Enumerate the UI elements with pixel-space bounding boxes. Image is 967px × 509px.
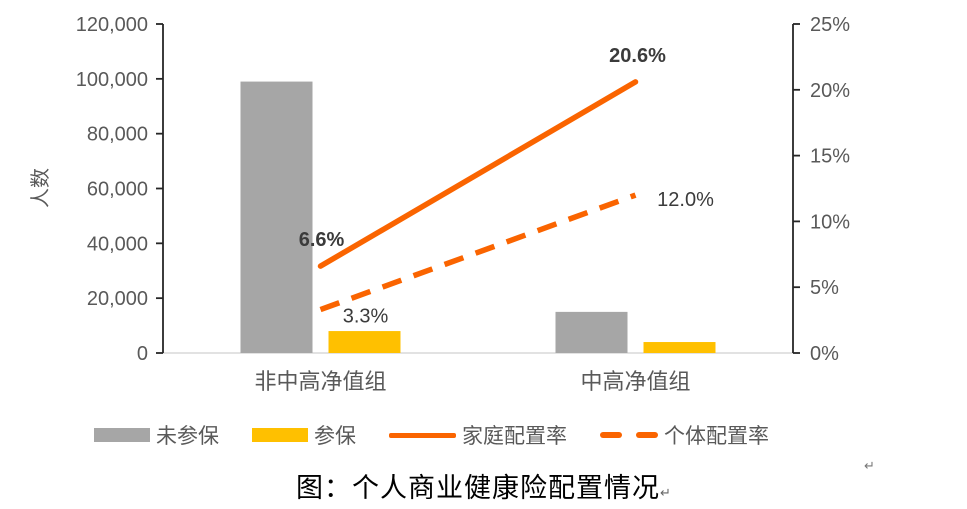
right-axis-tick-label: 20%: [810, 80, 850, 102]
left-axis-title: 人数: [29, 168, 52, 208]
legend-label: 未参保: [156, 425, 219, 448]
figure-caption-text: 图：个人商业健康险配置情况: [296, 473, 661, 503]
legend-item-未参保: 未参保: [94, 420, 219, 450]
data-label-家庭配置率-2: 20.6%: [609, 45, 666, 67]
legend-swatch-solid-line: [389, 432, 456, 438]
left-axis-tick-label: 0: [137, 343, 148, 365]
x-axis-category-label: 中高净值组: [580, 369, 690, 394]
paragraph-mark-icon: ↵: [660, 485, 671, 500]
legend-label: 个体配置率: [664, 425, 769, 448]
left-axis-tick-label: 80,000: [87, 124, 148, 146]
left-axis-tick-label: 20,000: [87, 288, 148, 310]
bar-未参保-2: [555, 311, 628, 353]
right-axis-tick-label: 25%: [810, 14, 850, 36]
bar-未参保-1: [240, 81, 313, 353]
legend-item-个体配置率: 个体配置率: [600, 420, 769, 450]
data-label-个体配置率-2: 12.0%: [657, 189, 714, 211]
legend-swatch-dashed-line: [600, 432, 658, 438]
legend-item-参保: 参保: [252, 420, 356, 450]
right-axis-tick-label: 15%: [810, 146, 850, 168]
right-axis-tick-label: 0%: [810, 343, 839, 365]
right-axis-tick-label: 5%: [810, 277, 839, 299]
left-axis-tick-label: 40,000: [87, 233, 148, 255]
legend-dash-segment: [600, 432, 622, 438]
data-label-家庭配置率-1: 6.6%: [299, 229, 345, 251]
figure-caption: 图：个人商业健康险配置情况↵: [0, 466, 967, 505]
chart-legend: 未参保 参保 家庭配置率 个体配置率: [94, 420, 769, 450]
line-家庭配置率: [317, 79, 639, 269]
bar-参保-2: [643, 342, 716, 353]
stray-paragraph-mark-icon: ↵: [864, 458, 875, 473]
right-axis-tick-label: 10%: [810, 211, 850, 233]
line-个体配置率: [319, 192, 637, 313]
bar-参保-1: [328, 331, 401, 353]
legend-item-家庭配置率: 家庭配置率: [389, 420, 567, 450]
legend-swatch-bar: [252, 428, 308, 442]
combo-chart-canvas: 0 20,000 40,000 60,000 80,000 100,000 120,000 人…: [29, 14, 850, 394]
left-axis-tick-label: 60,000: [87, 179, 148, 201]
data-label-个体配置率-1: 3.3%: [343, 306, 389, 328]
legend-dash-segment: [636, 432, 658, 438]
legend-label: 参保: [314, 425, 356, 448]
x-axis-category-label: 非中高净值组: [254, 369, 386, 394]
left-axis-tick-label: 100,000: [76, 69, 148, 91]
left-axis-tick-label: 120,000: [76, 14, 148, 36]
legend-swatch-bar: [94, 428, 150, 442]
legend-label: 家庭配置率: [462, 425, 567, 448]
